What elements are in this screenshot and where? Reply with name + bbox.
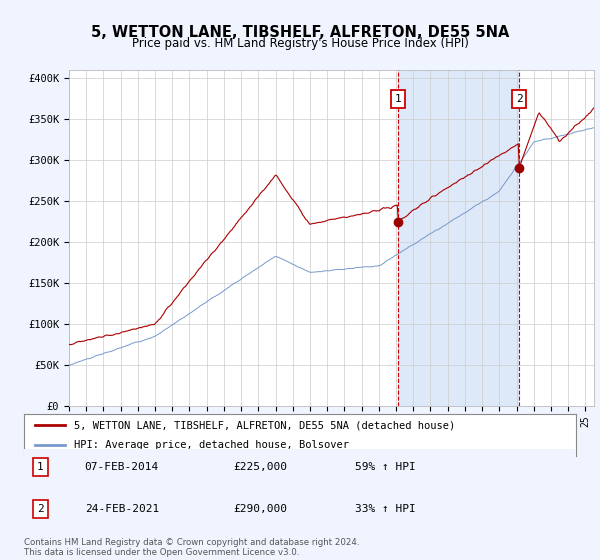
Text: Price paid vs. HM Land Registry's House Price Index (HPI): Price paid vs. HM Land Registry's House … (131, 37, 469, 50)
Text: £290,000: £290,000 (234, 504, 288, 514)
Bar (398, 70, 519, 406)
Text: 24-FEB-2021: 24-FEB-2021 (85, 504, 159, 514)
Text: 59% ↑ HPI: 59% ↑ HPI (355, 462, 416, 472)
Text: 2: 2 (37, 504, 44, 514)
Text: Contains HM Land Registry data © Crown copyright and database right 2024.
This d: Contains HM Land Registry data © Crown c… (24, 538, 359, 557)
Text: 2: 2 (516, 94, 523, 104)
Text: 33% ↑ HPI: 33% ↑ HPI (355, 504, 416, 514)
Text: HPI: Average price, detached house, Bolsover: HPI: Average price, detached house, Bols… (74, 440, 349, 450)
Text: 5, WETTON LANE, TIBSHELF, ALFRETON, DE55 5NA: 5, WETTON LANE, TIBSHELF, ALFRETON, DE55… (91, 25, 509, 40)
Text: 1: 1 (37, 462, 44, 472)
Text: 07-FEB-2014: 07-FEB-2014 (85, 462, 159, 472)
Text: £225,000: £225,000 (234, 462, 288, 472)
Text: 1: 1 (394, 94, 401, 104)
Text: 5, WETTON LANE, TIBSHELF, ALFRETON, DE55 5NA (detached house): 5, WETTON LANE, TIBSHELF, ALFRETON, DE55… (74, 421, 455, 430)
